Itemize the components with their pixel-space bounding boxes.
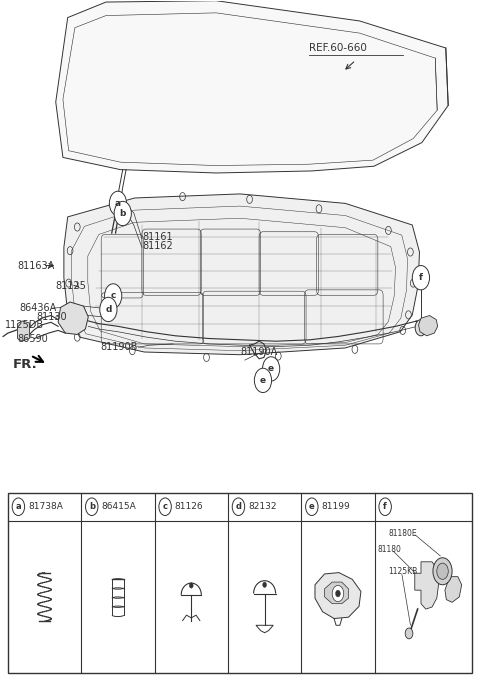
Text: f: f — [384, 502, 387, 511]
Text: d: d — [236, 502, 241, 511]
Text: b: b — [89, 502, 95, 511]
Text: REF.60-660: REF.60-660 — [310, 43, 367, 53]
Text: 81125: 81125 — [56, 281, 86, 291]
Circle shape — [254, 368, 272, 393]
Text: b: b — [120, 209, 126, 218]
Text: a: a — [115, 199, 121, 208]
Text: 1125KB: 1125KB — [388, 567, 417, 576]
Circle shape — [85, 498, 98, 515]
Text: 1125DB: 1125DB — [4, 320, 44, 330]
Circle shape — [105, 284, 122, 308]
Text: 81199: 81199 — [322, 502, 350, 511]
Circle shape — [415, 320, 427, 336]
Text: FR.: FR. — [12, 357, 37, 371]
Circle shape — [379, 498, 391, 515]
Text: c: c — [163, 502, 168, 511]
Circle shape — [232, 498, 245, 515]
Polygon shape — [17, 321, 29, 341]
Polygon shape — [58, 302, 88, 334]
Polygon shape — [315, 573, 361, 619]
Text: e: e — [260, 376, 266, 385]
Text: e: e — [268, 364, 274, 374]
Text: 86415A: 86415A — [101, 502, 136, 511]
Circle shape — [159, 498, 171, 515]
Text: 81190B: 81190B — [100, 343, 138, 352]
Text: 86590: 86590 — [17, 334, 48, 343]
Circle shape — [405, 628, 413, 639]
Text: f: f — [419, 274, 423, 282]
Circle shape — [437, 563, 448, 580]
Circle shape — [12, 498, 24, 515]
Text: c: c — [110, 291, 116, 301]
Circle shape — [263, 357, 280, 381]
Circle shape — [412, 265, 430, 290]
Text: 81126: 81126 — [175, 502, 204, 511]
Text: 81190A: 81190A — [240, 347, 277, 357]
Polygon shape — [324, 582, 348, 604]
Text: a: a — [15, 502, 21, 511]
Circle shape — [263, 582, 266, 588]
Text: 81180E: 81180E — [389, 529, 418, 538]
Text: 81162: 81162 — [142, 241, 173, 251]
Bar — [8, 493, 472, 673]
Text: 81180: 81180 — [377, 545, 401, 554]
Text: 81163A: 81163A — [17, 261, 55, 271]
Text: 82132: 82132 — [248, 502, 276, 511]
Circle shape — [100, 297, 117, 322]
Polygon shape — [419, 315, 438, 336]
Circle shape — [306, 498, 318, 515]
Circle shape — [114, 201, 132, 225]
Text: e: e — [309, 502, 315, 511]
Polygon shape — [64, 194, 420, 355]
Text: 81161: 81161 — [142, 232, 172, 242]
Text: 81738A: 81738A — [28, 502, 63, 511]
Polygon shape — [415, 562, 439, 609]
Polygon shape — [445, 577, 462, 603]
Circle shape — [109, 191, 127, 215]
Circle shape — [336, 590, 340, 597]
Circle shape — [189, 583, 193, 588]
Circle shape — [332, 586, 344, 602]
Text: 81130: 81130 — [36, 312, 67, 322]
Circle shape — [433, 558, 452, 585]
Text: 86436A: 86436A — [19, 303, 56, 313]
Text: d: d — [105, 305, 111, 314]
Polygon shape — [56, 1, 448, 173]
